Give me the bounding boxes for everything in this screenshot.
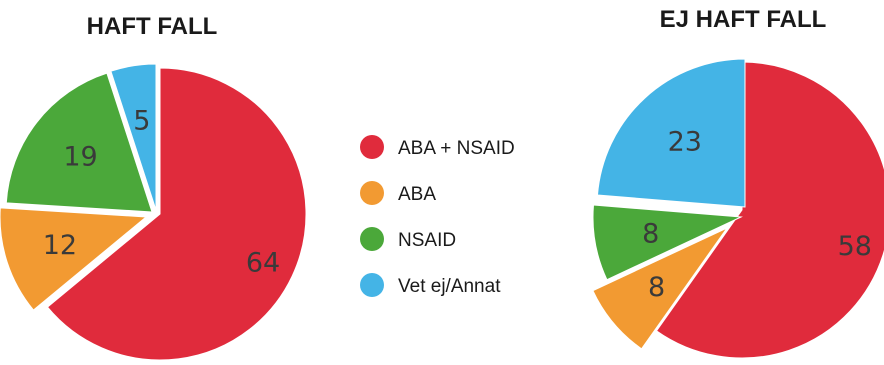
- right-pie-slice-label-3: 8: [642, 218, 659, 249]
- legend-swatch-4: [360, 273, 384, 297]
- right-pie-slice-3: [592, 204, 743, 281]
- legend-swatch-3: [360, 227, 384, 251]
- left-pie-slice-2: [0, 207, 148, 311]
- right-pie-title: EJ HAFT FALL: [660, 6, 827, 33]
- left-pie-slice-label-2: 12: [43, 230, 77, 261]
- left-pie-slice-1: [46, 67, 307, 361]
- left-pie-slice-4: [110, 63, 157, 211]
- left-pie-title: HAFT FALL: [87, 13, 218, 40]
- left-pie-chart: 64 12 19 5: [0, 63, 307, 361]
- legend-label-2: ABA: [398, 184, 436, 205]
- legend-label-4: Vet ej/Annat: [398, 276, 501, 297]
- left-pie-slice-label-4: 5: [133, 106, 150, 137]
- right-pie-slice-4: [596, 58, 746, 208]
- legend-label-1: ABA + NSAID: [398, 138, 515, 159]
- left-pie-slice-label-3: 19: [63, 142, 97, 173]
- legend-swatch-2: [360, 181, 384, 205]
- right-pie-slice-1: [655, 61, 884, 359]
- right-pie-slice-2: [592, 226, 729, 350]
- legend-swatch-1: [360, 135, 384, 159]
- left-pie-slice-3: [5, 72, 153, 213]
- legend-label-3: NSAID: [398, 230, 456, 251]
- right-pie-slice-label-1: 58: [838, 231, 872, 262]
- right-pie-slice-label-2: 8: [648, 272, 665, 303]
- legend: ABA + NSAID ABA NSAID Vet ej/Annat: [360, 135, 515, 297]
- right-pie-slice-label-4: 23: [668, 127, 702, 158]
- right-pie-chart: 58 8 8 23: [592, 58, 884, 359]
- left-pie-slice-label-1: 64: [246, 248, 280, 279]
